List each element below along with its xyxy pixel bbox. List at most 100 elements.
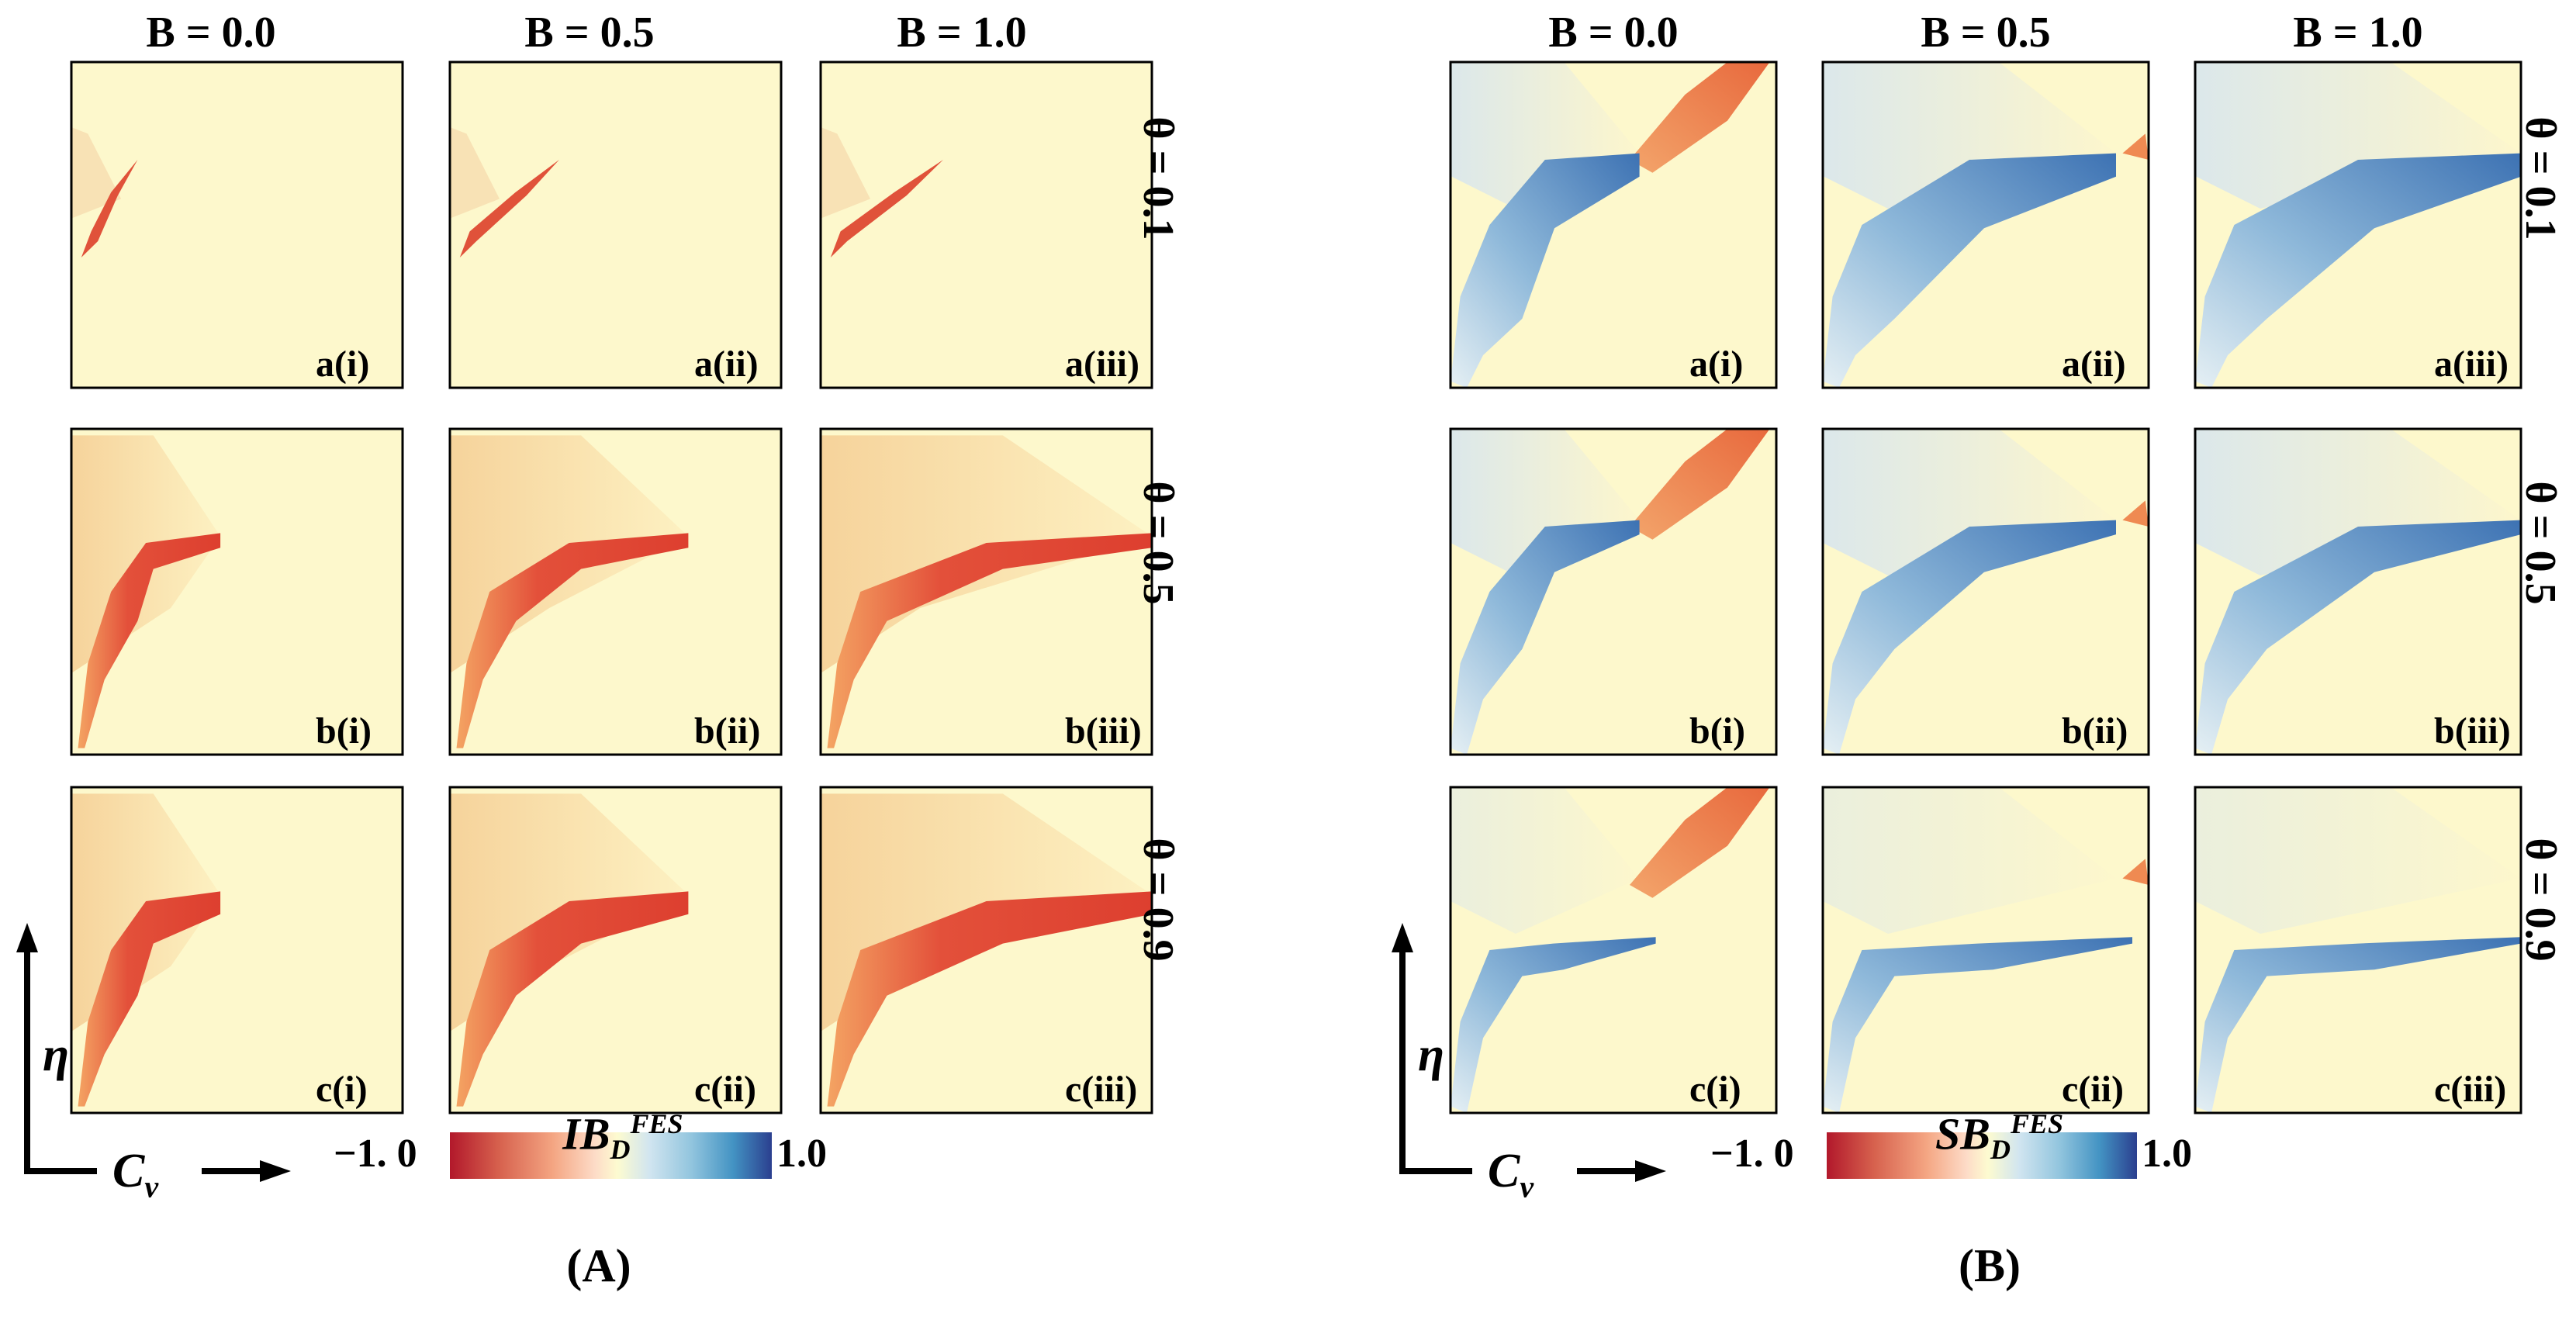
panel-frame-A-b(ii) xyxy=(448,427,783,756)
blue-fan-B-a(ii) xyxy=(1823,62,2116,209)
figure-caption: (A) xyxy=(566,1240,631,1291)
x-axis-label: Cv xyxy=(1488,1144,1533,1204)
panel-id-label: a(iii) xyxy=(2434,344,2509,385)
red-band-A-c(i) xyxy=(78,891,221,1107)
colorbar-max-label: 1.0 xyxy=(2142,1132,2192,1176)
y-axis-label: η xyxy=(43,1028,70,1081)
panel-frame-A-b(iii) xyxy=(819,427,1153,756)
blue-fan-B-b(ii) xyxy=(1823,429,2116,575)
panel-frame-B-a(ii) xyxy=(1821,60,2150,389)
x-axis-label-subscript: v xyxy=(144,1169,159,1204)
colorbar-title-subscript: D xyxy=(610,1133,631,1165)
blue-band-B-b(ii) xyxy=(1823,520,2116,755)
panel-id-label: b(ii) xyxy=(2062,710,2128,752)
colorbar-SB xyxy=(1827,1132,2137,1179)
heatmap-panel-A-a(i) xyxy=(71,62,403,388)
colorbar-title-superscript: FES xyxy=(2010,1108,2063,1139)
red-band-A-c(ii) xyxy=(456,891,689,1107)
panel-frame-B-b(iii) xyxy=(2194,427,2522,756)
x-axis-label: Cv xyxy=(112,1144,158,1204)
colorbar-title-main: SB xyxy=(1935,1108,1990,1159)
colorbar-max-label: 1.0 xyxy=(776,1132,827,1176)
blue-band-B-a(ii) xyxy=(1823,153,2116,388)
blue-fan-B-a(iii) xyxy=(2195,62,2521,209)
panel-id-label: b(iii) xyxy=(1065,710,1142,752)
row-label: θ = 0.1 xyxy=(1134,116,1182,240)
colorbar-min-label: −1. 0 xyxy=(1710,1132,1794,1176)
red-band-A-b(ii) xyxy=(456,533,689,748)
orange-blob-B-c(i) xyxy=(1630,787,1770,898)
blue-fan-B-b(iii) xyxy=(2195,429,2521,575)
panel-frame-A-a(i) xyxy=(70,60,404,389)
column-label: B = 0.5 xyxy=(1921,9,2051,57)
blue-band-B-a(i) xyxy=(1451,153,1640,388)
panel-id-label: a(i) xyxy=(1689,344,1744,385)
orange-blob-B-a(i) xyxy=(1630,62,1770,173)
blue-band-B-a(iii) xyxy=(2195,153,2521,388)
orange-blob-B-c(ii) xyxy=(2122,859,2149,885)
blue-fan-B-c(ii) xyxy=(1823,787,2116,934)
orange-blob-B-a(ii) xyxy=(2122,133,2149,160)
panel-id-label: a(ii) xyxy=(2062,344,2126,385)
row-label: θ = 0.1 xyxy=(2516,116,2564,240)
colorbar-title-subscript: D xyxy=(1990,1133,2011,1165)
blue-band-B-c(i) xyxy=(1451,937,1656,1113)
panel-frame-B-a(i) xyxy=(1449,60,1778,389)
orange-blob-B-b(ii) xyxy=(2122,500,2149,527)
row-label: θ = 0.9 xyxy=(2516,838,2564,962)
panel-frame-A-c(i) xyxy=(70,786,404,1114)
column-label: B = 0.0 xyxy=(1548,9,1679,57)
colorbar-title-main: IB xyxy=(562,1108,610,1159)
x-axis-arrow-head xyxy=(260,1160,291,1182)
figure-caption: (B) xyxy=(1959,1240,2021,1291)
panel-id-label: c(i) xyxy=(316,1069,368,1110)
panel-frame-B-c(i) xyxy=(1449,786,1778,1114)
x-axis-arrow-head xyxy=(1635,1160,1666,1182)
blue-fan-B-c(i) xyxy=(1451,787,1640,934)
colorbar-min-label: −1. 0 xyxy=(334,1132,417,1176)
column-label: B = 1.0 xyxy=(897,9,1027,57)
panel-frame-A-c(ii) xyxy=(448,786,783,1114)
panel-frame-B-a(iii) xyxy=(2194,60,2522,389)
panel-id-label: c(iii) xyxy=(1065,1069,1138,1110)
y-axis-arrow-head xyxy=(1392,923,1413,952)
colorbar-title: SBDFES xyxy=(1935,1107,2063,1166)
heatmap-panel-A-a(ii) xyxy=(450,62,781,388)
warm-fan-A-a(i) xyxy=(71,127,122,219)
red-streak-A-a(iii) xyxy=(830,160,943,257)
colorbar-title: IBDFES xyxy=(562,1107,683,1166)
panel-id-label: c(iii) xyxy=(2434,1069,2507,1110)
heatmap-panel-A-a(iii) xyxy=(821,62,1152,388)
panel-id-label: b(ii) xyxy=(694,710,761,752)
colorbar-IB xyxy=(450,1132,772,1179)
panel-frame-B-c(iii) xyxy=(2194,786,2522,1114)
row-label: θ = 0.9 xyxy=(1134,838,1182,962)
blue-fan-B-c(iii) xyxy=(2195,787,2521,934)
x-axis-label-main: C xyxy=(112,1145,145,1197)
red-band-A-b(i) xyxy=(78,533,221,748)
panel-id-label: a(ii) xyxy=(694,344,759,385)
panel-id-label: b(i) xyxy=(1689,710,1745,752)
red-band-A-c(iii) xyxy=(827,891,1152,1107)
panel-id-label: b(iii) xyxy=(2434,710,2511,752)
panel-id-label: a(iii) xyxy=(1065,344,1139,385)
panel-frame-A-a(iii) xyxy=(819,60,1153,389)
panel-frame-B-c(ii) xyxy=(1821,786,2150,1114)
panel-id-label: c(i) xyxy=(1689,1069,1741,1110)
panel-id-label: c(ii) xyxy=(694,1069,756,1110)
column-label: B = 1.0 xyxy=(2293,9,2423,57)
x-axis-label-subscript: v xyxy=(1520,1169,1534,1204)
warm-fan-A-a(ii) xyxy=(450,127,500,219)
panel-frame-A-a(ii) xyxy=(448,60,783,389)
y-axis-label: η xyxy=(1418,1028,1445,1081)
red-streak-A-a(i) xyxy=(81,160,138,257)
orange-blob-B-b(i) xyxy=(1630,429,1770,540)
warm-fan-A-a(iii) xyxy=(821,127,870,219)
colorbar-title-superscript: FES xyxy=(630,1108,683,1139)
panel-id-label: c(ii) xyxy=(2062,1069,2124,1110)
red-streak-A-a(ii) xyxy=(459,160,559,257)
panel-id-label: a(i) xyxy=(316,344,370,385)
blue-band-B-b(i) xyxy=(1451,520,1640,755)
panel-frame-A-c(iii) xyxy=(819,786,1153,1114)
